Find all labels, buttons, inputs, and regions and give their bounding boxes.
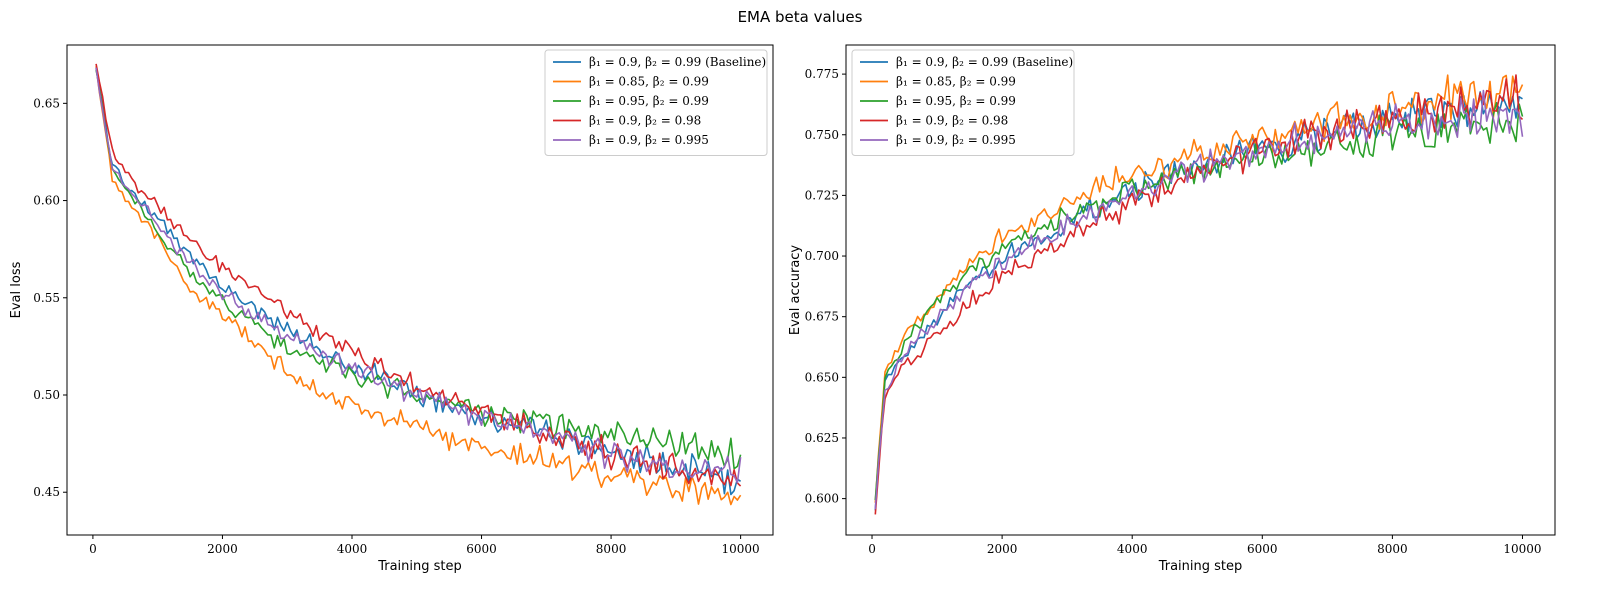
x-tick-label: 4000 xyxy=(1117,542,1148,556)
x-tick-label: 6000 xyxy=(1247,542,1278,556)
y-tick-label: 0.675 xyxy=(805,310,839,324)
series-line-2 xyxy=(95,66,742,506)
series-line-4 xyxy=(95,63,742,487)
legend-entry: β₁ = 0.9, β₂ = 0.995 xyxy=(589,133,709,147)
y-tick-label: 0.65 xyxy=(33,96,60,110)
y-tick-label: 0.55 xyxy=(33,291,60,305)
series-line-3 xyxy=(874,102,1524,501)
x-tick-label: 0 xyxy=(868,542,876,556)
chart-panel-1: 0 2000 4000 6000 8000 10000 0.45 0.50 0.55 0.60 0.… xyxy=(9,44,774,574)
legend-entry: β₁ = 0.95, β₂ = 0.99 xyxy=(896,94,1016,108)
y-tick-label: 0.750 xyxy=(805,128,839,142)
y-tick-label: 0.725 xyxy=(805,188,839,202)
x-tick-label: 8000 xyxy=(1377,542,1408,556)
axes-frame xyxy=(66,44,774,536)
legend-entry: β₁ = 0.85, β₂ = 0.99 xyxy=(896,75,1016,89)
x-tick-label: 0 xyxy=(89,542,97,556)
legend-entry: β₁ = 0.9, β₂ = 0.995 xyxy=(896,133,1016,147)
legend-entry: β₁ = 0.9, β₂ = 0.98 xyxy=(896,114,1008,128)
series-line-5 xyxy=(95,67,742,484)
y-tick-label: 0.625 xyxy=(805,431,839,445)
x-tick-label: 2000 xyxy=(987,542,1018,556)
x-tick-label: 10000 xyxy=(722,542,760,556)
series-line-2 xyxy=(874,74,1524,503)
figure-title: EMA beta values xyxy=(737,8,863,26)
y-tick-label: 0.45 xyxy=(33,485,60,499)
legend-entry: β₁ = 0.9, β₂ = 0.99 (Baseline) xyxy=(896,55,1073,69)
y-tick-label: 0.775 xyxy=(805,67,839,81)
legend-entry: β₁ = 0.95, β₂ = 0.99 xyxy=(589,94,709,108)
legend-entry: β₁ = 0.9, β₂ = 0.98 xyxy=(589,114,701,128)
series-line-3 xyxy=(95,69,742,470)
y-tick-label: 0.650 xyxy=(805,370,839,384)
x-tick-label: 4000 xyxy=(337,542,368,556)
y-axis-label: Eval accuracy xyxy=(788,245,803,336)
axes-frame xyxy=(845,44,1556,536)
x-tick-label: 10000 xyxy=(1503,542,1541,556)
x-tick-label: 8000 xyxy=(596,542,627,556)
chart-panel-2: 0 2000 4000 6000 8000 10000 0.600 0.625 0.650 0.6… xyxy=(788,44,1556,574)
legend: β₁ = 0.9, β₂ = 0.99 (Baseline) β₁ = 0.85,… xyxy=(544,49,768,156)
x-tick-label: 2000 xyxy=(207,542,238,556)
x-tick-label: 6000 xyxy=(466,542,497,556)
legend: β₁ = 0.9, β₂ = 0.99 (Baseline) β₁ = 0.85,… xyxy=(851,49,1075,156)
legend-entry: β₁ = 0.85, β₂ = 0.99 xyxy=(589,75,709,89)
y-axis-label: Eval loss xyxy=(9,261,24,318)
y-tick-label: 0.600 xyxy=(805,492,839,506)
y-tick-label: 0.700 xyxy=(805,249,839,263)
x-axis-label: Training step xyxy=(1158,559,1243,574)
y-tick-label: 0.50 xyxy=(33,388,60,402)
y-tick-label: 0.60 xyxy=(33,194,60,208)
series-line-5 xyxy=(874,89,1524,510)
legend-box xyxy=(544,49,768,156)
legend-entry: β₁ = 0.9, β₂ = 0.99 (Baseline) xyxy=(589,55,766,69)
x-axis-label: Training step xyxy=(377,559,462,574)
legend-box xyxy=(851,49,1075,156)
